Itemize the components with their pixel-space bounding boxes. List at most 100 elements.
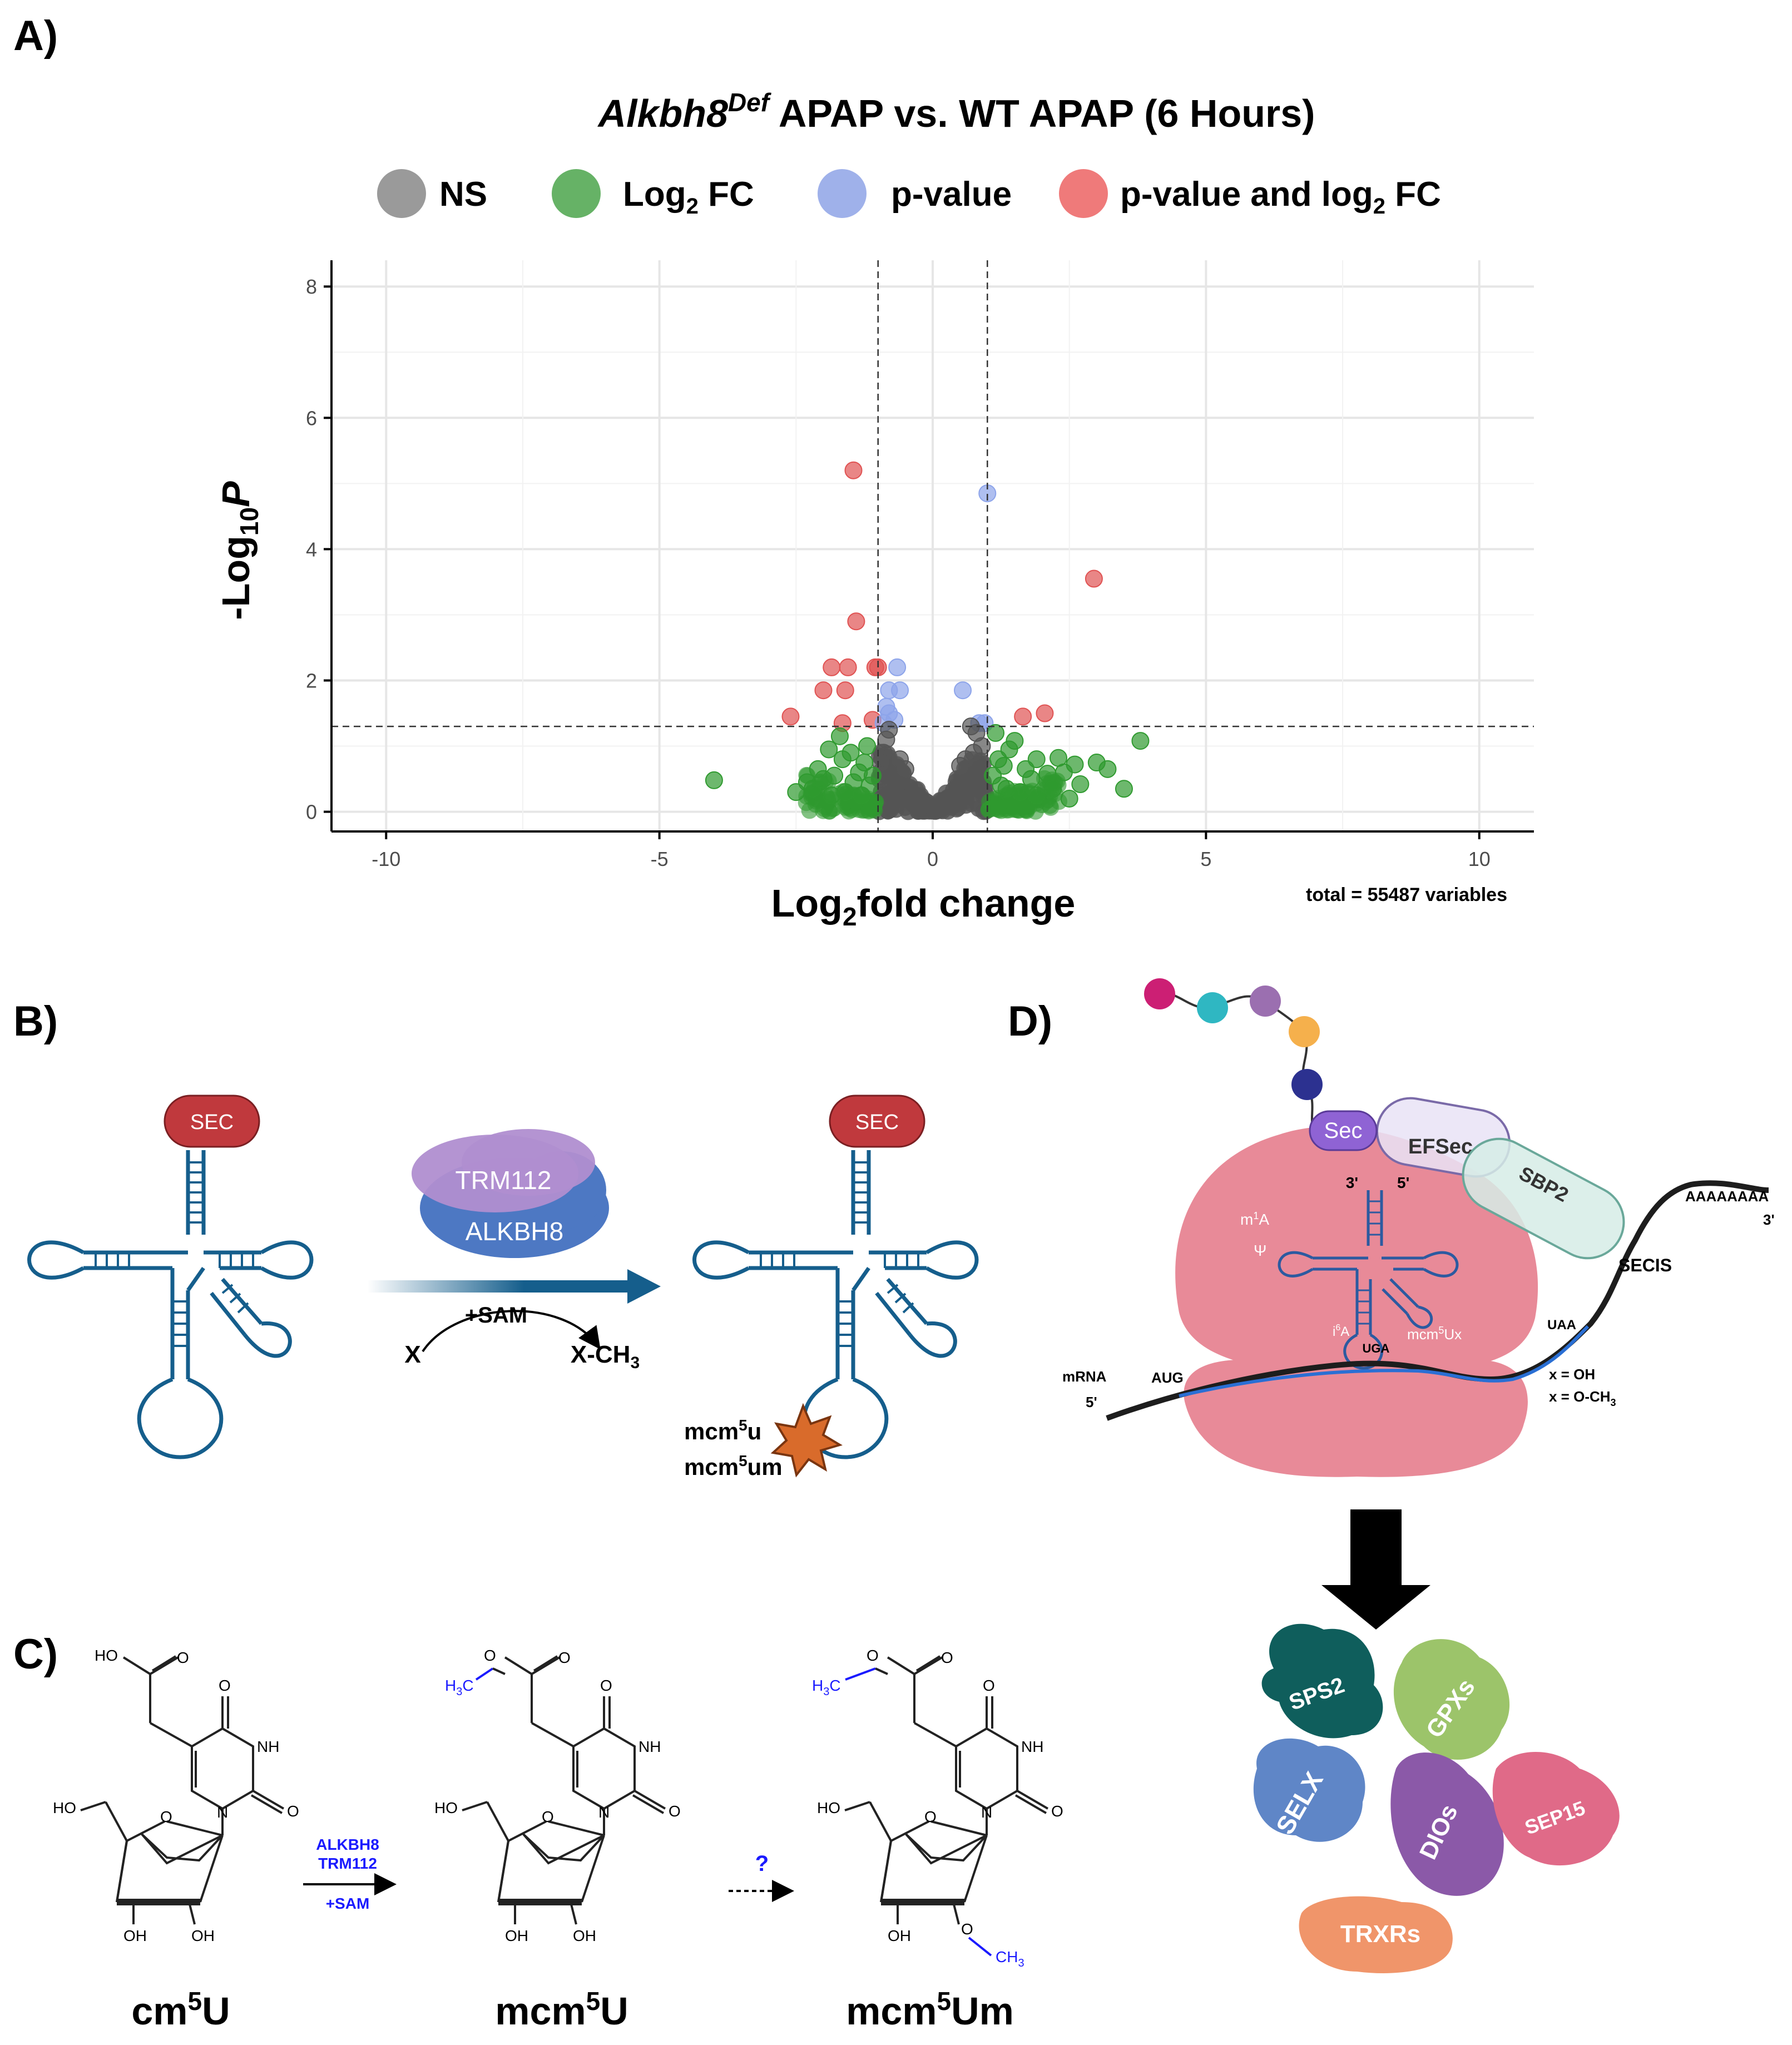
legend-marker-pvalue: [818, 169, 867, 218]
point-log2fc: [987, 724, 1005, 742]
legend-label-pvalue: p-value: [891, 175, 1012, 214]
x-tick-label: 0: [927, 848, 938, 870]
enzyme-sam-label: +SAM: [326, 1895, 370, 1912]
x-axis-title: Log2fold change: [771, 882, 1076, 931]
svg-text:O: O: [961, 1920, 973, 1938]
y-tick-label: 2: [306, 669, 317, 692]
structure-mcm5um: [845, 1656, 1048, 1924]
svg-text:O: O: [669, 1803, 681, 1820]
mrna-label: mRNA: [1062, 1368, 1107, 1385]
chart-title: Alkbh8Def APAP vs. WT APAP (6 Hours): [597, 88, 1315, 135]
point-pvalue: [891, 681, 909, 700]
mcm5u-name: mcm5U: [495, 1987, 628, 2033]
trna-5prime: 5': [1397, 1174, 1409, 1191]
point-log2fc: [853, 786, 871, 805]
point-log2fc: [1027, 786, 1046, 805]
sec-amino-acid-tag: [1309, 1110, 1378, 1151]
sec-tag-right-label: SEC: [855, 1111, 899, 1134]
structure-mcm5u: [462, 1656, 665, 1924]
sam-transfer-arc: [422, 1310, 601, 1353]
sps2-protein: [1261, 1623, 1383, 1739]
svg-text:O: O: [177, 1649, 189, 1666]
x-substrate-label: X: [404, 1341, 420, 1368]
point-log2fc: [1060, 789, 1078, 808]
m1a-label: m1A: [1240, 1210, 1269, 1228]
point-log2fc: [705, 771, 723, 789]
x-tick-label: -10: [372, 848, 400, 870]
legend-label-log2fc: Log2 FC: [623, 175, 754, 219]
legend-label-ns: NS: [439, 175, 487, 214]
uga-codon-label: UGA: [1363, 1341, 1390, 1355]
peptide-residue: [1289, 1016, 1320, 1047]
ribosome-small-subunit: [1184, 1359, 1528, 1477]
point-log2fc: [858, 737, 877, 755]
point-log2fc: [1017, 760, 1035, 778]
y-tick-label: 4: [306, 538, 317, 561]
reaction-arrow: [367, 1269, 661, 1304]
point-log2fc: [867, 793, 884, 810]
uaa-codon-label: UAA: [1547, 1318, 1576, 1333]
poly-a-tail-label: AAAAAAAA: [1685, 1188, 1769, 1205]
sam-label: +SAM: [465, 1303, 527, 1328]
point-ns: [883, 795, 900, 813]
y-tick-label: 8: [306, 275, 317, 298]
point-pvalue-and-log2fc: [814, 681, 833, 700]
peptide-residue: [1291, 1069, 1323, 1100]
sbp2-factor: [1462, 1137, 1625, 1260]
peptide-residue: [1144, 978, 1175, 1009]
svg-text:OH: OH: [123, 1927, 147, 1944]
point-pvalue-and-log2fc: [839, 658, 857, 676]
point-log2fc: [989, 750, 1007, 769]
point-pvalue: [954, 681, 972, 700]
svg-text:O: O: [867, 1647, 879, 1664]
dios-protein: [1390, 1752, 1504, 1896]
trxrs-protein: [1299, 1896, 1453, 1973]
mcm5u-label: mcm5u: [684, 1417, 761, 1444]
svg-text:O: O: [924, 1808, 937, 1825]
svg-text:O: O: [1051, 1803, 1063, 1820]
svg-text:NH: NH: [638, 1738, 661, 1755]
svg-text:O: O: [983, 1677, 995, 1694]
point-ns: [951, 756, 969, 775]
svg-text:NH: NH: [1021, 1738, 1043, 1755]
point-pvalue: [888, 658, 907, 676]
point-pvalue-and-log2fc: [1085, 570, 1103, 588]
mcm5ux-label: mcm5Ux: [1407, 1325, 1462, 1343]
point-log2fc: [1041, 797, 1058, 814]
svg-text:OH: OH: [573, 1927, 596, 1944]
y-tick-label: 0: [306, 801, 317, 824]
mrna-3prime: 3': [1763, 1211, 1775, 1228]
panel-label-c: C): [13, 1631, 58, 1678]
point-log2fc: [830, 727, 849, 745]
point-pvalue-and-log2fc: [1014, 707, 1032, 726]
structure-cm5u-labels: HO O O NH N O O HO OH OH: [53, 1647, 299, 1944]
point-log2fc: [1115, 780, 1133, 798]
gpxs-protein: [1393, 1639, 1510, 1760]
svg-text:O: O: [600, 1677, 612, 1694]
point-log2fc: [1038, 765, 1057, 783]
alkbh8-label: ALKBH8: [466, 1217, 563, 1246]
selx-protein: [1253, 1738, 1365, 1842]
x-tick-label: 5: [1200, 848, 1211, 870]
point-ns: [909, 803, 927, 820]
down-arrow: [1321, 1509, 1430, 1630]
point-pvalue-and-log2fc: [844, 461, 863, 479]
ribosome: [1175, 1126, 1538, 1477]
sec-tag-left-label: SEC: [190, 1111, 234, 1134]
legend-marker-both: [1059, 169, 1108, 218]
enzyme-trm112-label: TRM112: [318, 1855, 377, 1872]
x-och3-note: x = O-CH3: [1549, 1388, 1616, 1408]
peptide-residue: [1197, 992, 1228, 1023]
point-log2fc: [1044, 780, 1062, 798]
psi-label: Ψ: [1254, 1242, 1266, 1259]
svg-text:NH: NH: [257, 1738, 279, 1755]
structure-mcm5u-labels: H3C O O O NH N O O HO OH OH: [434, 1647, 681, 1944]
svg-text:O: O: [287, 1803, 299, 1820]
svg-text:HO: HO: [53, 1799, 76, 1816]
selenoprotein-cluster: SPS2 GPXs SELX DIOs SEP15 TRXRs: [1253, 1623, 1620, 1973]
sec-tag-right: [829, 1095, 925, 1148]
sec-amino-acid-label: Sec: [1324, 1118, 1363, 1143]
efsec-label: EFSec: [1408, 1135, 1473, 1158]
trna-in-ribosome: [1278, 1190, 1459, 1370]
y-axis-title: -Log10P: [214, 481, 264, 620]
